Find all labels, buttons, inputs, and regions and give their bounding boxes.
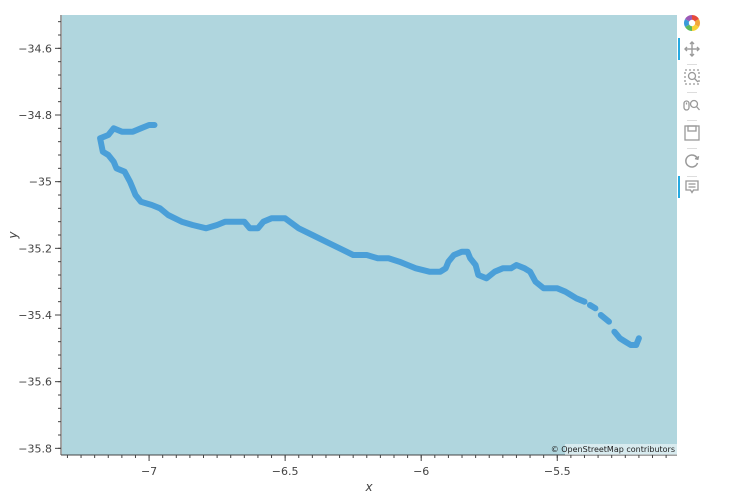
y-tick-label: −34.8 xyxy=(18,109,52,122)
y-axis-label: y xyxy=(6,231,20,240)
pan-tool-icon[interactable] xyxy=(682,39,702,59)
x-tick-label: −6 xyxy=(413,465,429,478)
track-line-group xyxy=(97,122,642,348)
y-tick-label: −35.4 xyxy=(18,309,52,322)
save-tool-icon[interactable] xyxy=(682,123,702,143)
track-segment xyxy=(97,122,588,305)
attribution-box xyxy=(565,444,677,455)
track-segment xyxy=(597,312,612,325)
x-tick-label: −7 xyxy=(141,465,157,478)
x-axis-ticks: −7 −6.5 −6 −5.5 xyxy=(66,455,667,478)
y-tick-label: −35 xyxy=(29,176,52,189)
map-background[interactable] xyxy=(62,15,677,455)
track-segment xyxy=(611,328,642,348)
attribution-text: © OpenStreetMap contributors xyxy=(551,445,675,454)
wheel-zoom-tool-icon[interactable] xyxy=(682,95,702,115)
x-tick-label: −6.5 xyxy=(272,465,299,478)
x-tick-label: −5.5 xyxy=(544,465,571,478)
x-axis-label: x xyxy=(364,480,373,494)
hover-tool-icon[interactable] xyxy=(682,177,702,197)
y-tick-label: −35.6 xyxy=(18,376,52,389)
box-zoom-tool-icon[interactable] xyxy=(682,67,702,87)
y-axis-ticks: −34.6 −34.8 −35 −35.2 −35.4 −35.6 −35.8 xyxy=(18,21,61,455)
track-segment xyxy=(586,302,599,312)
y-tick-label: −34.6 xyxy=(18,42,52,55)
y-tick-label: −35.2 xyxy=(18,242,52,255)
reset-tool-icon[interactable] xyxy=(682,151,702,171)
bokeh-logo-icon[interactable] xyxy=(682,13,702,33)
y-tick-label: −35.8 xyxy=(18,442,52,455)
plot-toolbar xyxy=(678,10,704,210)
